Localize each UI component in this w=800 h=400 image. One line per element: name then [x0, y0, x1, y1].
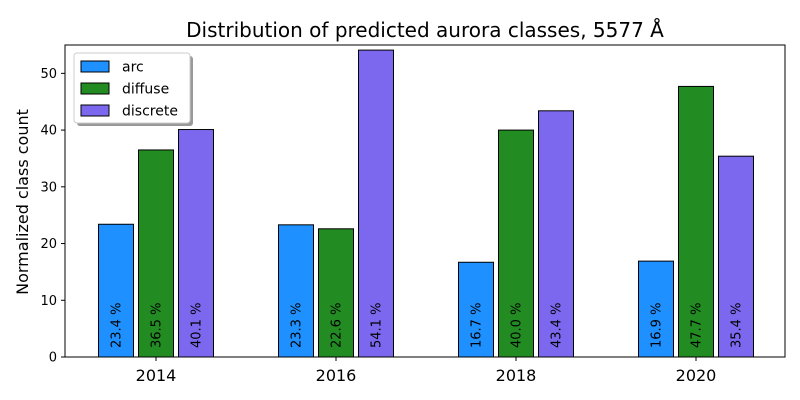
- bar-arc-2016: [278, 224, 314, 358]
- y-tick-label: 20: [40, 237, 57, 252]
- bar-diffuse-2014: [138, 149, 174, 358]
- x-tick-label-2018: 2018: [496, 366, 537, 385]
- legend-swatch-diffuse: [80, 82, 110, 95]
- bar-label-arc-2014: 23.4 %: [110, 303, 125, 348]
- y-tick-label: 10: [40, 294, 57, 309]
- y-tick-label: 30: [40, 180, 57, 195]
- bar-label-diffuse-2016: 22.6 %: [330, 303, 345, 348]
- legend-swatch-discrete: [80, 104, 110, 117]
- bar-discrete-2020: [718, 155, 754, 358]
- bar-label-arc-2018: 16.7 %: [470, 303, 485, 348]
- bar-diffuse-2016: [318, 228, 354, 358]
- bar-discrete-2016: [358, 49, 394, 358]
- y-axis-label: Normalized class count: [13, 109, 32, 295]
- legend-swatch-arc: [80, 60, 110, 73]
- bar-diffuse-2020: [678, 85, 714, 358]
- legend-label-discrete: discrete: [122, 104, 178, 120]
- legend-label-arc: arc: [122, 60, 144, 76]
- bar-label-discrete-2020: 35.4 %: [730, 303, 745, 348]
- x-tick-label-2014: 2014: [136, 366, 177, 385]
- plot-area: 0 10 20 30 40 50 2014 23.4 % 36.5 % 40.1 % 2016 23.…: [40, 49, 754, 385]
- bar-label-discrete-2014: 40.1 %: [190, 303, 205, 348]
- bar-label-discrete-2016: 54.1 %: [370, 303, 385, 348]
- bar-label-diffuse-2018: 40.0 %: [510, 303, 525, 348]
- bar-label-arc-2016: 23.3 %: [290, 303, 305, 348]
- bar-label-discrete-2018: 43.4 %: [550, 303, 565, 348]
- x-tick-label-2020: 2020: [676, 366, 717, 385]
- legend: arc diffuse discrete: [73, 52, 193, 126]
- x-tick-label-2016: 2016: [316, 366, 357, 385]
- y-tick-label: 50: [40, 67, 57, 82]
- bar-label-arc-2020: 16.9 %: [650, 303, 665, 348]
- bar-diffuse-2018: [498, 129, 534, 358]
- y-tick-label: 40: [40, 124, 57, 139]
- bar-label-diffuse-2020: 47.7 %: [690, 303, 705, 348]
- chart-title: Distribution of predicted aurora classes…: [186, 18, 664, 42]
- plot-frame: [64, 44, 786, 358]
- bar-label-diffuse-2014: 36.5 %: [150, 303, 165, 348]
- legend-label-diffuse: diffuse: [122, 82, 169, 98]
- bar-arc-2018: [458, 261, 494, 358]
- y-tick-label: 0: [49, 351, 57, 366]
- bar-discrete-2018: [538, 110, 574, 358]
